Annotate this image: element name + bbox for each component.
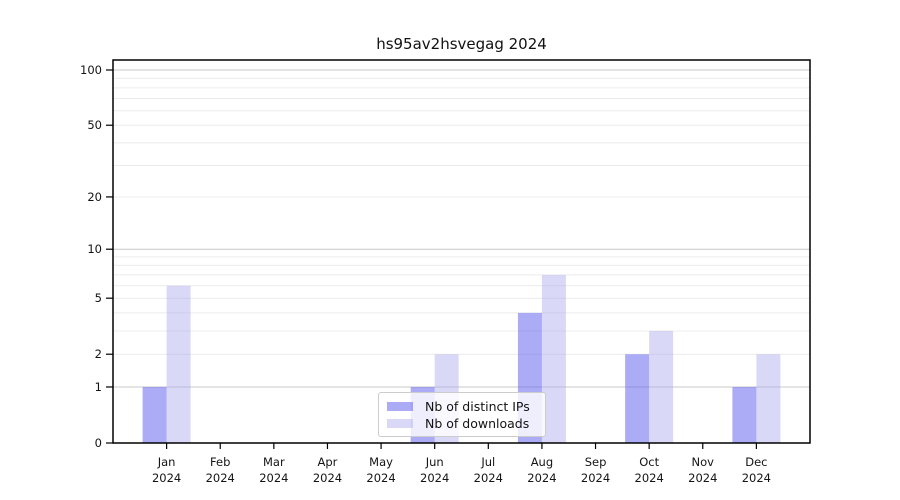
bar-nb-of-distinct-ips-dec — [732, 386, 757, 443]
legend-item-downloads: Nb of downloads — [387, 416, 537, 431]
x-tick-label-month: Dec — [745, 455, 767, 469]
bar-nb-of-downloads-oct — [649, 330, 674, 443]
x-tick-label-year: 2024 — [688, 471, 717, 485]
x-tick-label-month: Jul — [480, 455, 495, 469]
y-tick-label: 10 — [87, 242, 102, 256]
x-tick-label-year: 2024 — [259, 471, 288, 485]
x-tick-label-year: 2024 — [742, 471, 771, 485]
x-tick-label-month: Aug — [531, 455, 553, 469]
chart-title: hs95av2hsvegag 2024 — [376, 35, 547, 53]
bar-nb-of-downloads-dec — [756, 354, 781, 443]
legend-swatch-downloads — [387, 419, 413, 428]
x-tick-label-year: 2024 — [152, 471, 181, 485]
y-tick-label: 1 — [95, 380, 102, 394]
y-tick-label: 50 — [87, 118, 102, 132]
legend-item-distinct-ips: Nb of distinct IPs — [387, 399, 537, 414]
x-tick-label-month: Mar — [263, 455, 285, 469]
x-tick-label-month: Apr — [318, 455, 338, 469]
x-tick-label-year: 2024 — [527, 471, 556, 485]
bar-nb-of-downloads-jan — [166, 285, 191, 443]
x-tick-label-month: Sep — [585, 455, 607, 469]
y-tick-label: 100 — [80, 63, 102, 77]
x-tick-label-month: Oct — [639, 455, 659, 469]
x-tick-label-year: 2024 — [474, 471, 503, 485]
x-tick-label-month: Feb — [210, 455, 230, 469]
y-tick-label: 0 — [95, 436, 102, 450]
legend-label-downloads: Nb of downloads — [425, 416, 530, 431]
x-tick-label-year: 2024 — [313, 471, 342, 485]
bar-nb-of-distinct-ips-jan — [142, 386, 167, 443]
legend: Nb of distinct IPs Nb of downloads — [378, 392, 546, 437]
x-tick-label-month: Nov — [692, 455, 715, 469]
x-tick-label-year: 2024 — [206, 471, 235, 485]
y-tick-label: 2 — [95, 347, 102, 361]
legend-swatch-distinct-ips — [387, 402, 413, 411]
x-tick-label-year: 2024 — [420, 471, 449, 485]
x-tick-label-month: Jun — [425, 455, 444, 469]
x-tick-label-year: 2024 — [581, 471, 610, 485]
x-tick-label-year: 2024 — [635, 471, 664, 485]
y-tick-label: 20 — [87, 190, 102, 204]
x-tick-label-month: Jan — [157, 455, 176, 469]
x-tick-label-year: 2024 — [366, 471, 395, 485]
y-tick-label: 5 — [95, 291, 102, 305]
legend-label-distinct-ips: Nb of distinct IPs — [425, 399, 530, 414]
x-tick-label-month: May — [369, 455, 393, 469]
bar-nb-of-distinct-ips-oct — [625, 354, 650, 443]
plot-border — [112, 59, 811, 444]
